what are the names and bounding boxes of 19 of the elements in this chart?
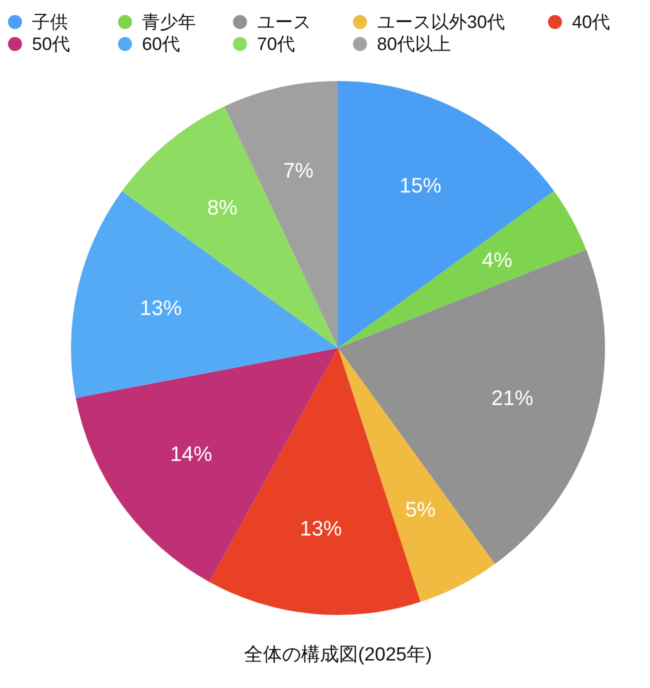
legend-label: ユース以外30代: [377, 12, 506, 32]
data-label: 8%: [207, 196, 238, 220]
legend-label: 60代: [142, 34, 180, 54]
legend-label: 40代: [572, 12, 610, 32]
data-label: 13%: [140, 296, 182, 320]
data-label: 14%: [170, 443, 212, 466]
data-label: 5%: [405, 498, 436, 522]
legend-label: 50代: [32, 34, 70, 54]
legend-label: ユース: [257, 12, 311, 32]
legend-label: 70代: [257, 34, 296, 54]
legend-label: 80代以上: [377, 34, 452, 54]
data-label: 21%: [491, 387, 534, 410]
data-label: 15%: [399, 174, 442, 198]
data-label: 13%: [300, 517, 342, 540]
legend-label: 青少年: [142, 12, 196, 32]
legend-label: 子供: [32, 12, 68, 32]
data-label: 7%: [283, 159, 314, 182]
data-label: 4%: [482, 249, 512, 272]
text: 全体の構成図(2025年): [244, 644, 432, 666]
